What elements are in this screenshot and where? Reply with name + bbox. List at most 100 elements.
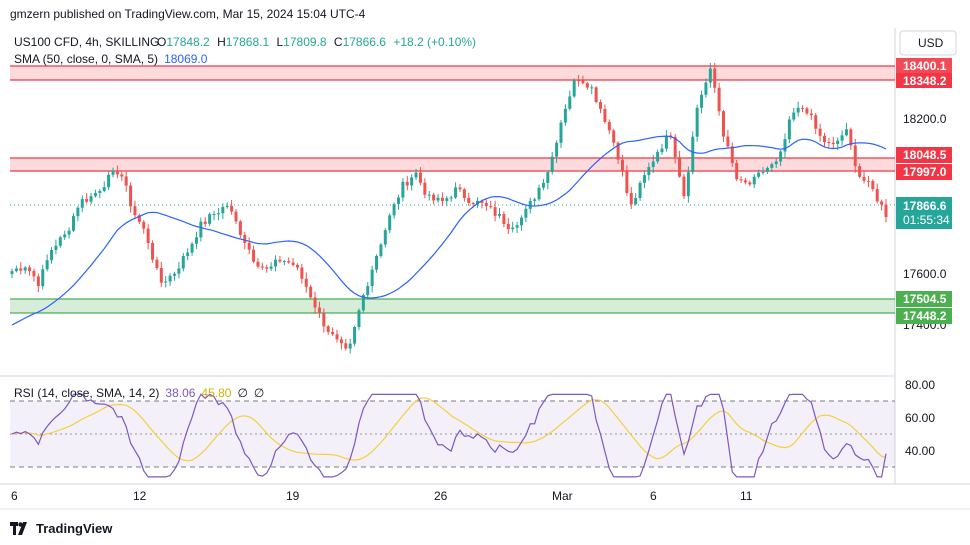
candle-body	[467, 197, 471, 204]
svg-text:18048.5: 18048.5	[903, 148, 947, 162]
candle-body	[137, 215, 141, 222]
candle-body	[805, 108, 809, 114]
candle-body	[98, 190, 102, 194]
candle-body	[129, 185, 133, 207]
candle-body	[102, 187, 106, 191]
currency-button[interactable]: USD	[899, 30, 957, 56]
candle-body	[155, 259, 159, 269]
candle-body	[80, 199, 84, 208]
legend-ohlc: O17848.2 H17868.1 L17809.8 C17866.6 +18.…	[157, 35, 476, 49]
candle-body	[612, 130, 616, 143]
candle-body	[265, 267, 269, 269]
label-resistance-high-top: 18400.1	[896, 58, 952, 73]
price-tick-18200: 18200.0	[903, 112, 947, 126]
candle-body	[379, 244, 383, 256]
candle-body	[282, 261, 286, 263]
candle-body	[339, 339, 343, 344]
candle-body	[357, 310, 361, 327]
candle-body	[41, 269, 45, 287]
candle-body	[840, 135, 844, 141]
candle-body	[344, 343, 348, 349]
candle-body	[796, 107, 800, 113]
candle-body	[124, 176, 128, 186]
candle-body	[752, 176, 756, 185]
candle-body	[19, 268, 23, 271]
candle-body	[335, 334, 339, 340]
candle-body	[853, 145, 857, 167]
footer-brand[interactable]: TradingView	[10, 519, 112, 537]
candle-body	[616, 142, 620, 160]
candle-body	[875, 189, 879, 202]
candle-body	[392, 204, 396, 216]
rsi-ma-line	[11, 397, 887, 462]
candle-body	[370, 269, 374, 287]
candle-body	[651, 161, 655, 167]
legend-symbol: US100 CFD, 4h, SKILLING	[14, 35, 159, 49]
candle-body	[673, 136, 677, 158]
candle-body	[765, 167, 769, 172]
candle-body	[620, 159, 624, 172]
candle-body	[278, 259, 282, 262]
candle-body	[844, 129, 848, 136]
candle-body	[695, 107, 699, 137]
rsi-legend: RSI (14, close, SMA, 14, 2) 38.06 45.80 ∅ ∅	[14, 386, 264, 400]
candle-body	[739, 179, 743, 181]
candle-body	[700, 94, 704, 108]
candle-body	[291, 262, 295, 265]
candle-body	[493, 207, 497, 216]
candle-body	[511, 227, 515, 230]
candle-body	[730, 146, 734, 164]
candle-body	[779, 151, 783, 162]
candle-body	[287, 261, 291, 263]
candle-body	[32, 271, 36, 277]
candle-body	[660, 148, 664, 152]
rsi-tick-80: 80.00	[905, 378, 935, 392]
candle-body	[603, 108, 607, 122]
candle-body	[115, 170, 119, 175]
candle-body	[208, 214, 212, 224]
candle-body	[67, 230, 71, 235]
candle-body	[300, 267, 304, 279]
candle-body	[432, 194, 436, 201]
candle-body	[585, 83, 589, 88]
candle-body	[304, 278, 308, 287]
candle-body	[871, 180, 875, 190]
candle-body	[142, 221, 146, 229]
time-tick-mar: Mar	[552, 489, 573, 503]
rsi-line	[11, 393, 887, 478]
footer-brand-text: TradingView	[36, 520, 113, 536]
candle-body	[757, 172, 761, 177]
candle-body	[801, 107, 805, 109]
time-tick-6: 6	[11, 489, 18, 503]
price-tick-17600: 17600.0	[903, 267, 947, 281]
candle-body	[577, 80, 581, 82]
sma-line	[11, 135, 887, 326]
label-resistance-mid-bottom: 17997.0	[896, 164, 952, 180]
candle-body	[445, 198, 449, 202]
candle-body	[862, 176, 866, 181]
candle-body	[28, 267, 32, 272]
candle-body	[353, 326, 357, 344]
tradingview-logo-icon	[10, 521, 27, 535]
candle-body	[173, 273, 177, 276]
candle-body	[168, 275, 172, 282]
candle-body	[726, 136, 730, 147]
candle-body	[607, 121, 611, 131]
candle-body	[234, 211, 238, 222]
label-support-bottom: 17448.2	[896, 308, 952, 324]
candle-body	[348, 343, 352, 349]
candle-body	[594, 87, 598, 102]
candle-body	[559, 122, 563, 143]
svg-text:01:55:34: 01:55:34	[903, 213, 950, 227]
rsi-band	[10, 401, 895, 467]
candle-body	[827, 142, 831, 144]
candle-body	[414, 172, 418, 178]
label-support-top: 17504.5	[896, 291, 952, 307]
candle-body	[274, 259, 278, 267]
candle-body	[836, 140, 840, 145]
candle-body	[458, 187, 462, 190]
candle-body	[792, 112, 796, 120]
candle-body	[199, 221, 203, 238]
candle-body	[735, 163, 739, 180]
